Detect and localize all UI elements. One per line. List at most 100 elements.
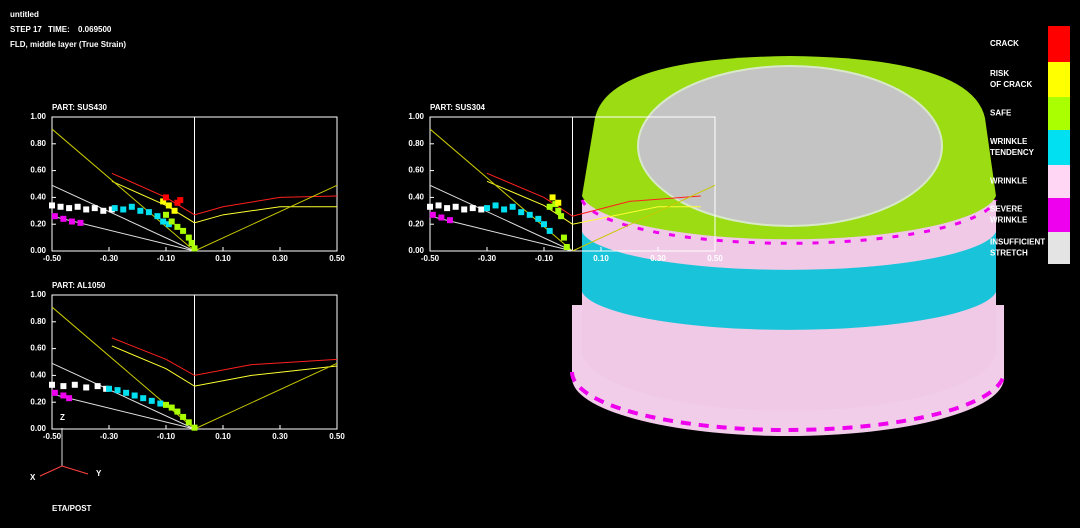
limit-curve	[51, 215, 195, 252]
strain-point	[174, 408, 181, 415]
strain-point	[123, 389, 130, 396]
x-tick-label: 0.50	[329, 254, 345, 263]
legend-label: RISK	[990, 69, 1009, 78]
strain-point	[171, 207, 178, 214]
strain-point	[180, 227, 187, 234]
strain-point	[49, 381, 55, 388]
strain-point	[160, 198, 167, 205]
strain-point	[165, 202, 172, 209]
strain-point	[191, 245, 198, 252]
strain-point	[546, 227, 553, 234]
limit-curve	[429, 215, 573, 252]
legend-label: STRETCH	[990, 249, 1028, 258]
legend-label: INSUFFICIENT	[990, 238, 1045, 247]
strain-point	[177, 197, 184, 204]
legend-label: SEVERE	[990, 205, 1023, 214]
triad-x	[39, 465, 63, 477]
legend-label: WRINKLE	[990, 137, 1028, 146]
y-tick-label: 0.60	[30, 166, 46, 175]
strain-point	[83, 206, 90, 213]
axis-triad: Z X Y	[30, 413, 102, 482]
strain-point	[111, 205, 118, 212]
y-tick-label: 0.80	[30, 317, 46, 326]
legend-swatch	[1048, 97, 1070, 130]
strain-point	[154, 213, 161, 220]
x-tick-label: 0.30	[650, 254, 666, 263]
legend-swatch	[1048, 232, 1070, 264]
x-tick-label: -0.30	[100, 254, 119, 263]
x-tick-label: -0.30	[100, 432, 119, 441]
strain-point	[180, 413, 187, 420]
x-tick-label: 0.50	[707, 254, 723, 263]
chart-title: PART: SUS304	[430, 103, 486, 112]
y-tick-label: 0.00	[30, 424, 46, 433]
strain-point	[518, 209, 525, 216]
chart-title: PART: AL1050	[52, 281, 106, 290]
limit-curve	[111, 337, 338, 376]
strain-point	[427, 203, 433, 210]
triad-y-label: Y	[96, 469, 102, 478]
strain-point	[429, 211, 436, 218]
y-tick-label: 0.20	[408, 219, 424, 228]
file-name: untitled	[10, 10, 39, 19]
strain-point	[137, 207, 144, 214]
strain-point	[435, 202, 442, 209]
strain-point	[51, 389, 58, 396]
strain-point	[57, 203, 64, 210]
strain-point	[114, 387, 121, 394]
legend-swatch	[1048, 62, 1070, 97]
strain-point	[106, 385, 112, 392]
y-tick-label: 0.80	[30, 139, 46, 148]
strain-point	[191, 424, 198, 431]
strain-point	[100, 207, 107, 214]
time-label: TIME:	[48, 25, 70, 34]
limit-curve	[51, 184, 195, 252]
strain-point	[94, 383, 101, 390]
strain-point	[492, 202, 499, 209]
strain-point	[535, 215, 542, 222]
time-value: 0.069500	[78, 25, 112, 34]
legend-swatch	[1048, 26, 1070, 62]
limit-curve	[111, 345, 338, 387]
x-tick-label: 0.50	[329, 432, 345, 441]
legend-swatch	[1048, 198, 1070, 232]
strain-point	[148, 397, 155, 404]
strain-point	[174, 223, 181, 230]
legend-swatch	[1048, 165, 1070, 198]
x-tick-label: -0.10	[157, 254, 176, 263]
y-tick-label: 1.00	[30, 112, 46, 121]
strain-point	[185, 419, 192, 426]
x-tick-label: 0.30	[272, 254, 288, 263]
x-tick-label: -0.50	[421, 254, 440, 263]
x-tick-label: -0.30	[478, 254, 497, 263]
x-tick-label: 0.10	[215, 254, 231, 263]
y-tick-label: 0.40	[408, 193, 424, 202]
legend-label: CRACK	[990, 39, 1019, 48]
strain-point	[555, 199, 562, 206]
strain-point	[546, 203, 553, 210]
flange-edge	[570, 371, 1006, 432]
dome-edge	[580, 199, 998, 245]
strain-point	[549, 194, 556, 201]
strain-point	[555, 207, 562, 214]
strain-point	[526, 211, 533, 218]
strain-point	[168, 218, 175, 225]
strain-point	[501, 206, 508, 213]
strain-point	[60, 383, 67, 390]
strain-point	[185, 234, 192, 241]
limit-curve	[51, 362, 195, 430]
strain-point	[160, 218, 167, 225]
x-tick-label: -0.50	[43, 254, 62, 263]
strain-point	[560, 234, 567, 241]
limit-curve	[111, 172, 338, 216]
strain-point	[131, 392, 138, 399]
strain-point	[74, 203, 81, 210]
x-tick-label: 0.10	[215, 432, 231, 441]
strain-point	[66, 205, 73, 212]
legend-label: WRINKLE	[990, 177, 1028, 186]
strain-point	[51, 213, 58, 220]
legend-label: SAFE	[990, 109, 1012, 118]
strain-point	[83, 384, 90, 391]
y-tick-label: 0.80	[408, 139, 424, 148]
